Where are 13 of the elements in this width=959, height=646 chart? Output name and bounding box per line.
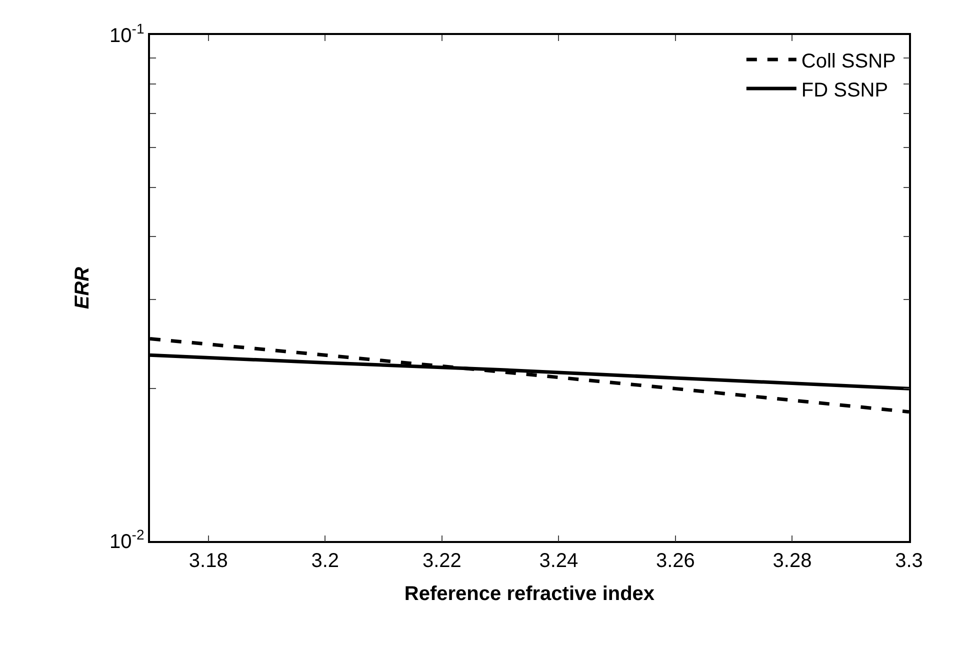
x-tick-label: 3.18 bbox=[188, 550, 228, 572]
x-tick-label: 3.22 bbox=[422, 550, 462, 572]
legend-label: Coll SSNP bbox=[801, 50, 896, 72]
x-axis-title: Reference refractive index bbox=[404, 582, 655, 605]
x-tick-label: 3.26 bbox=[656, 550, 695, 572]
x-tick-label: 3.24 bbox=[539, 550, 578, 572]
y-tick-label: 10$^{-2}$ bbox=[110, 526, 144, 553]
y-axis-title: ERR bbox=[72, 266, 94, 310]
y-tick-label: 10$^{-1}$ bbox=[110, 20, 144, 47]
x-tick-label: 3.28 bbox=[772, 550, 812, 572]
legend-label: FD SSNP bbox=[801, 79, 888, 102]
x-tick-label: 3.3 bbox=[895, 550, 923, 572]
x-tick-label: 3.2 bbox=[311, 550, 340, 572]
